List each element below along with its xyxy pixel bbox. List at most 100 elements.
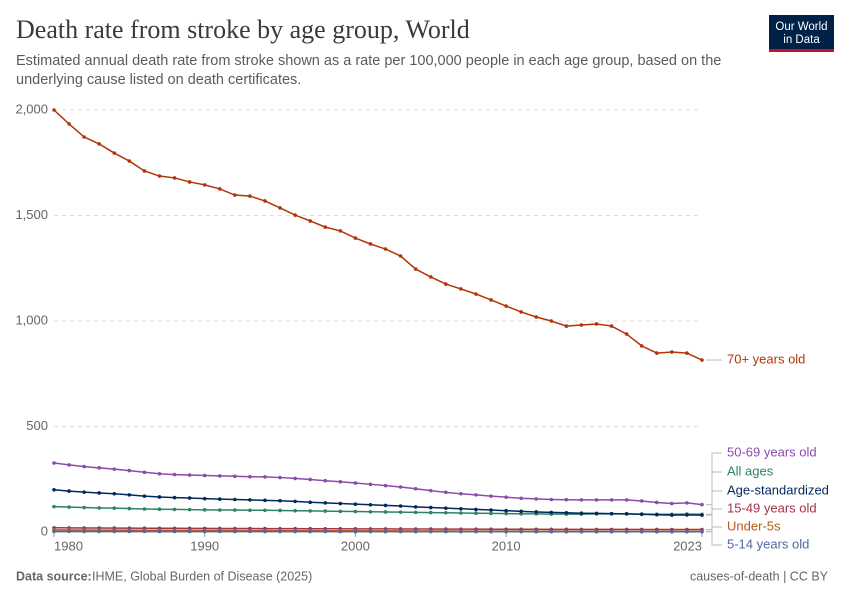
data-point [398, 254, 403, 258]
data-point [489, 529, 493, 534]
data-point [187, 180, 192, 184]
data-point [278, 498, 282, 503]
data-point [202, 473, 207, 478]
data-point [187, 507, 192, 512]
data-point [308, 529, 312, 534]
data-point [202, 508, 207, 512]
data-point [579, 498, 584, 502]
series-line [53, 109, 703, 361]
data-point [323, 529, 328, 534]
data-point [52, 529, 56, 534]
data-point [67, 122, 71, 126]
data-point [564, 324, 569, 328]
data-point [157, 507, 162, 512]
data-point [504, 508, 508, 513]
data-point [700, 502, 704, 507]
data-point [549, 510, 554, 515]
data-point [67, 463, 71, 467]
data-point [549, 497, 554, 502]
data-point [248, 508, 252, 513]
data-point [263, 529, 267, 534]
data-point [233, 508, 237, 512]
data-point [202, 529, 207, 534]
data-point [624, 512, 629, 516]
data-point [383, 247, 388, 251]
data-point [609, 511, 614, 516]
data-point [519, 496, 523, 501]
series-line [53, 489, 703, 516]
data-point [142, 169, 147, 173]
data-point [52, 504, 56, 509]
data-point [594, 322, 599, 326]
subtitle: Estimated annual death rate from stroke … [16, 53, 721, 69]
data-point [248, 474, 252, 479]
legend-label: 15-49 years old [727, 500, 817, 515]
data-point [353, 502, 358, 506]
data-point [444, 529, 448, 534]
data-point [293, 476, 297, 481]
data-point [413, 505, 418, 509]
data-point [52, 108, 56, 112]
data-point [534, 497, 539, 501]
data-point [172, 176, 177, 180]
data-point [263, 508, 267, 513]
y-tick-label: 1,000 [15, 312, 48, 327]
data-point [97, 529, 102, 534]
data-point [504, 495, 508, 499]
data-point [278, 206, 282, 210]
data-point [368, 242, 373, 246]
x-tick-label: 2010 [492, 538, 521, 553]
data-point [413, 267, 418, 271]
data-point [112, 529, 117, 534]
data-point [700, 529, 704, 534]
data-point [579, 511, 584, 516]
data-point [338, 229, 343, 233]
data-point [700, 358, 704, 362]
data-point [187, 473, 192, 477]
data-point [428, 505, 433, 510]
data-point [444, 506, 448, 510]
data-point [323, 509, 328, 513]
data-point [368, 482, 373, 487]
data-point [639, 344, 644, 348]
data-point [82, 464, 86, 469]
data-point [263, 475, 267, 479]
data-point [459, 492, 463, 496]
data-point [248, 498, 252, 502]
label-connector [706, 452, 722, 506]
data-point [685, 351, 689, 355]
y-tick-label: 500 [26, 418, 48, 433]
data-point [383, 483, 388, 488]
data-point [202, 496, 207, 501]
data-point [489, 298, 493, 302]
data-point [278, 529, 282, 534]
data-point [474, 511, 478, 516]
data-point [263, 498, 267, 503]
data-point [489, 511, 493, 516]
data-point [82, 505, 86, 510]
data-point [353, 481, 358, 485]
data-point [233, 497, 237, 502]
data-point [67, 505, 71, 509]
data-point [504, 511, 508, 516]
data-point [654, 529, 659, 534]
data-point [217, 497, 222, 501]
data-point [82, 135, 86, 139]
data-point [248, 194, 252, 198]
data-point [564, 529, 569, 534]
data-point [444, 510, 448, 515]
data-point [112, 467, 117, 471]
data-point [579, 323, 584, 327]
legend-label: Age-standardized [727, 482, 829, 497]
data-point [368, 529, 373, 534]
data-point [398, 510, 403, 514]
data-point [233, 529, 237, 534]
data-point [459, 506, 463, 511]
data-point [308, 219, 312, 223]
data-point [338, 509, 343, 514]
data-point [685, 513, 689, 517]
data-point [398, 485, 403, 489]
data-point [127, 493, 132, 497]
data-point [549, 319, 554, 323]
label-connector [706, 490, 722, 516]
